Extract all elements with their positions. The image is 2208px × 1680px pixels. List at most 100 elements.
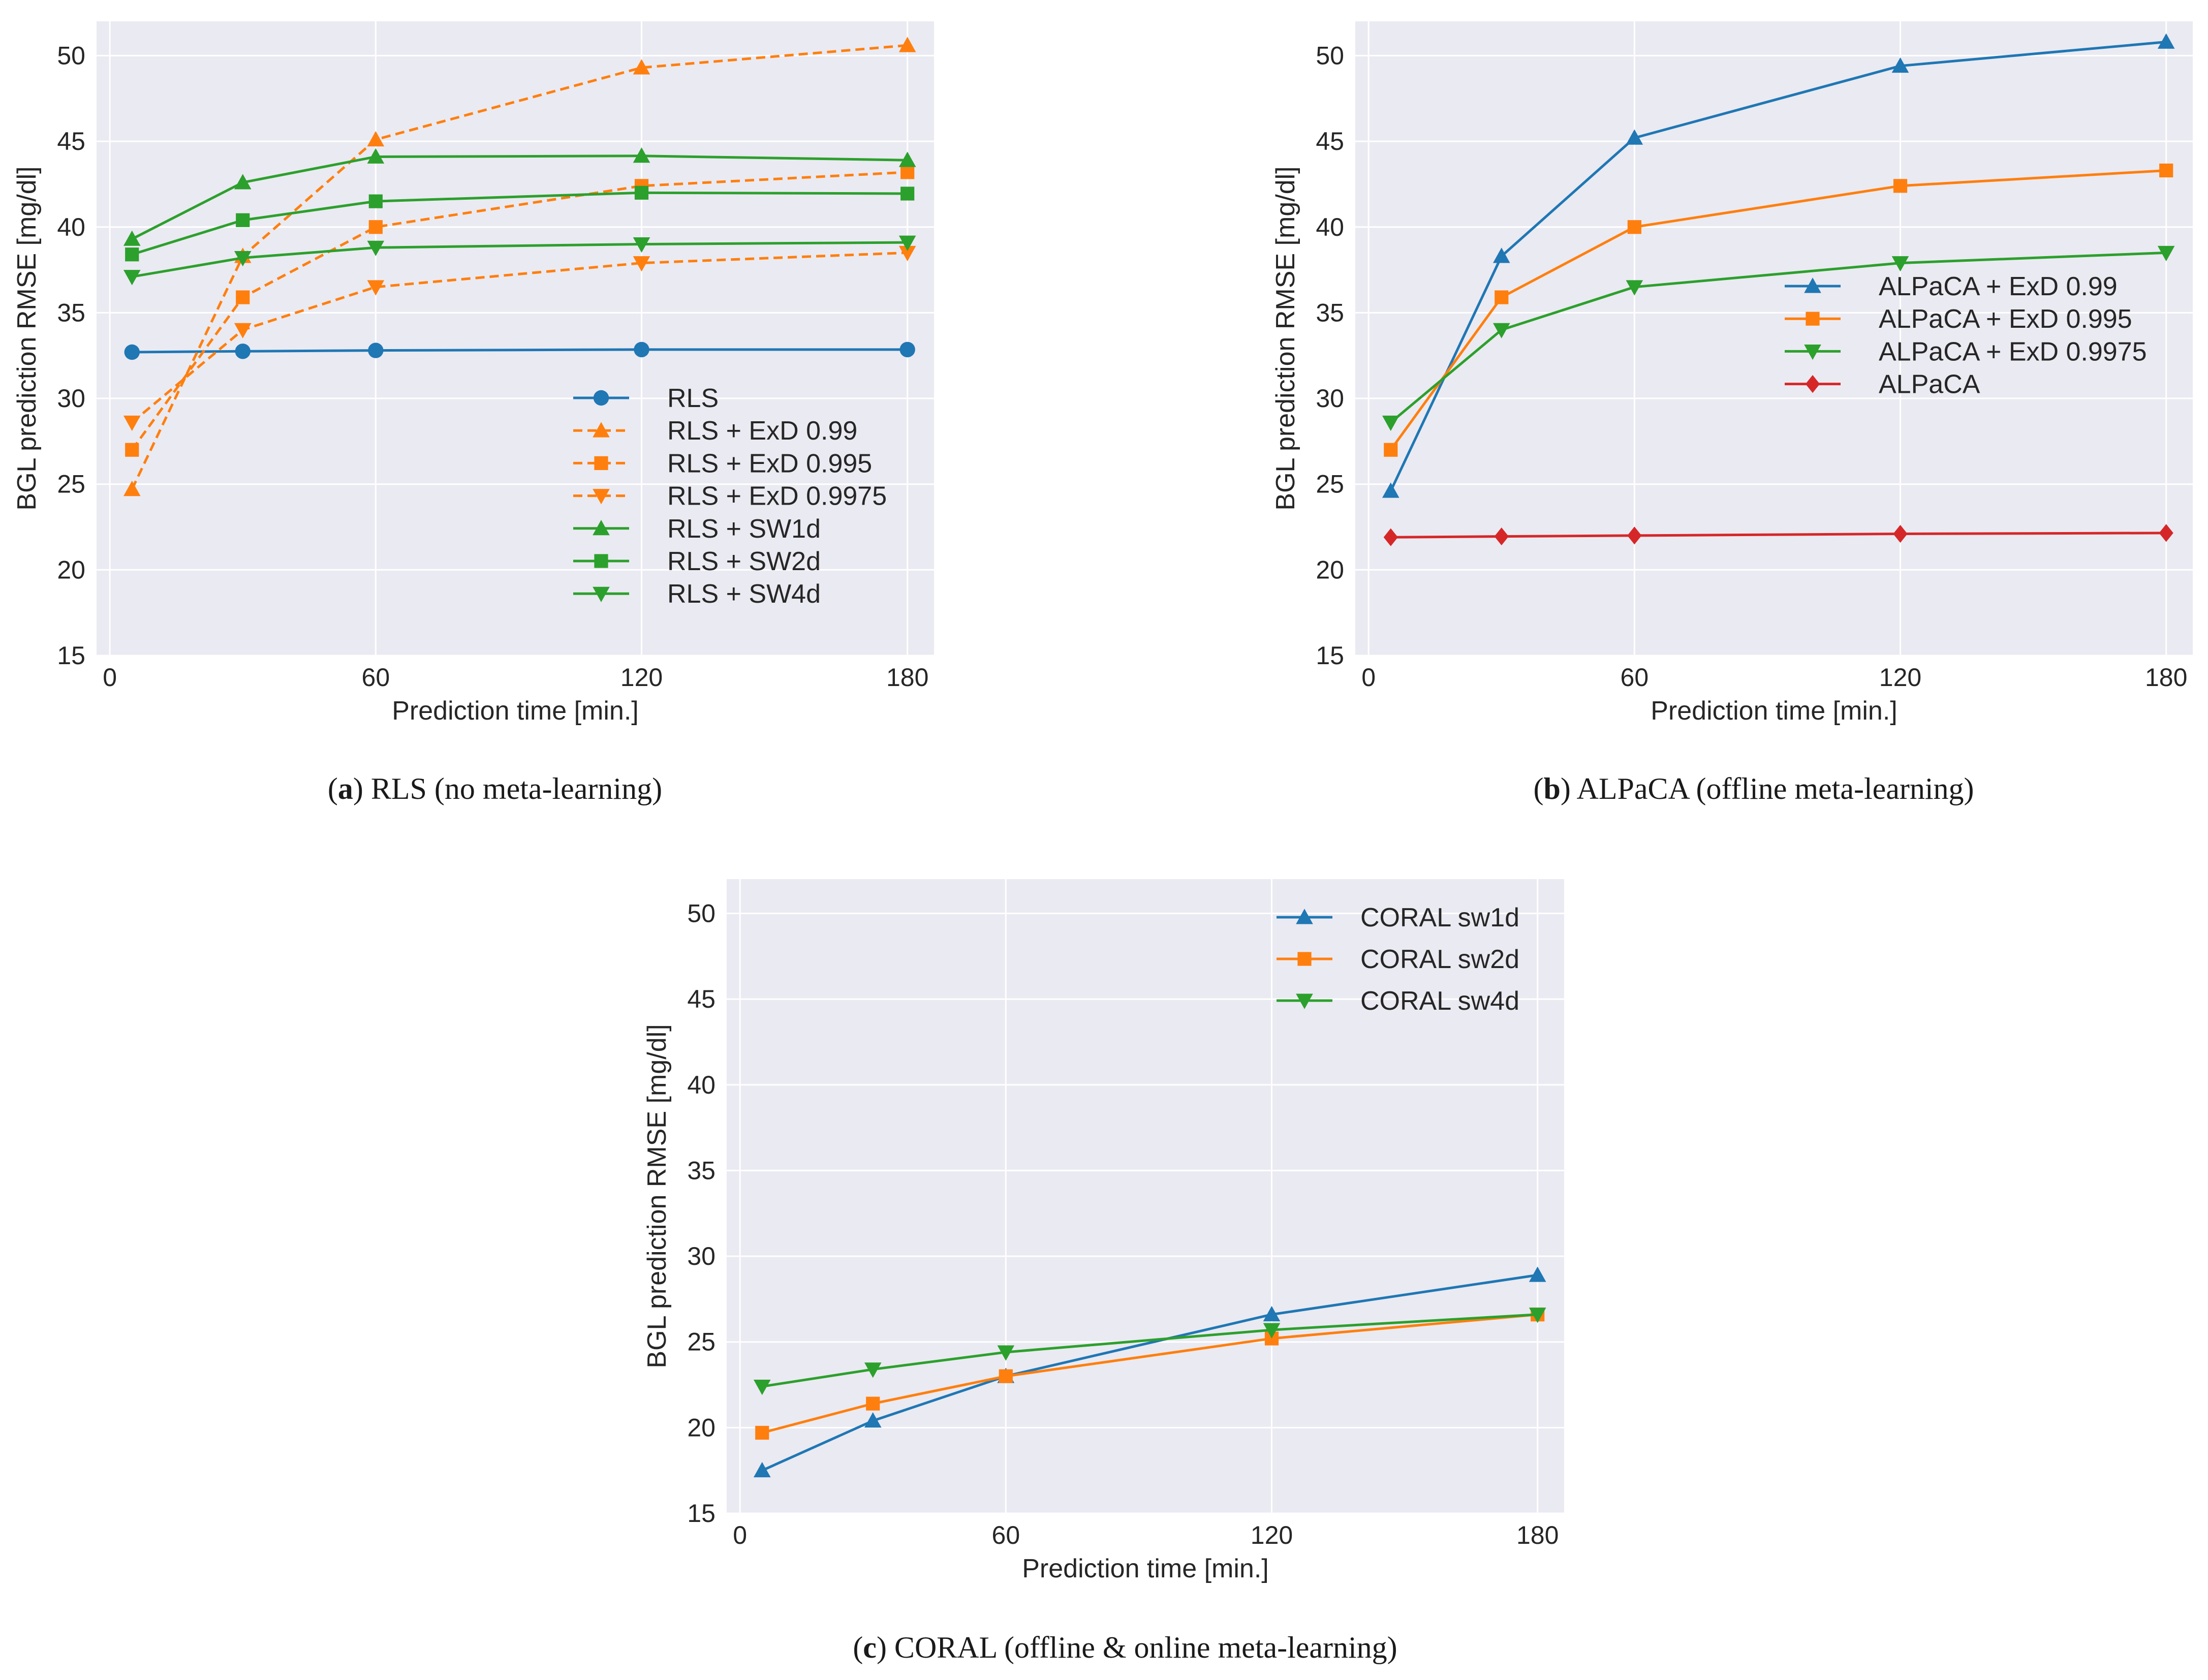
x-tick-label: 180: [886, 663, 928, 692]
y-tick-label: 45: [1316, 127, 1344, 155]
data-point: [633, 237, 650, 253]
data-point: [1893, 179, 1908, 193]
caption-text: ALPaCA (offline meta-learning): [1577, 772, 1974, 805]
data-point: [898, 151, 916, 167]
chart-c: 15 20 25 30 35 40 45 50 0 60 120 180 Prediction time…: [642, 879, 1564, 1664]
legend-marker: [593, 390, 609, 406]
y-tick-label: 50: [1316, 41, 1344, 70]
y-tick-label: 30: [1316, 384, 1344, 413]
x-axis-label: Prediction time [min.]: [392, 696, 639, 726]
data-point: [1627, 526, 1642, 545]
data-point: [123, 270, 141, 286]
data-point: [898, 37, 916, 52]
y-tick-label: 35: [57, 298, 85, 327]
x-tick-label: 60: [1621, 663, 1649, 692]
data-point: [634, 185, 649, 200]
data-point: [368, 343, 384, 358]
data-point: [1495, 290, 1509, 304]
chart-b: 15 20 25 30 35 40 45 50 0 60 120 180 Prediction time…: [1271, 21, 2193, 805]
data-point: [367, 240, 385, 257]
plot-area: [727, 879, 1564, 1513]
data-point: [1263, 1305, 1281, 1322]
data-point: [900, 165, 915, 179]
y-tick-label: 15: [687, 1499, 716, 1528]
data-point: [235, 344, 251, 359]
data-point: [1529, 1308, 1546, 1323]
caption-letter: a: [338, 772, 353, 805]
legend-marker: [594, 554, 608, 568]
data-point: [2159, 524, 2173, 542]
data-point: [1891, 57, 1909, 73]
caption-letter: b: [1543, 772, 1560, 805]
legend-label: RLS + SW1d: [667, 514, 821, 544]
y-tick-label: 35: [1316, 298, 1344, 327]
x-tick-label: 60: [992, 1521, 1020, 1549]
legend-label: ALPaCA: [1879, 370, 1980, 399]
data-point: [1492, 323, 1510, 338]
data-point: [866, 1396, 880, 1411]
legend-marker: [1804, 344, 1821, 360]
legend-label: ALPaCA + ExD 0.995: [1879, 304, 2132, 334]
data-point: [367, 280, 385, 296]
data-point: [234, 251, 252, 267]
data-point: [234, 174, 252, 190]
data-point: [1891, 256, 1909, 272]
data-point: [368, 220, 383, 234]
data-point: [236, 213, 250, 227]
data-point: [2159, 163, 2173, 178]
legend-label: RLS + SW4d: [667, 579, 821, 609]
data-point: [2157, 245, 2175, 262]
data-point: [864, 1412, 882, 1428]
data-point: [1893, 524, 1908, 543]
legend-label: RLS + ExD 0.995: [667, 449, 872, 478]
data-point: [1626, 280, 1643, 296]
data-point: [124, 344, 140, 360]
data-point: [1382, 415, 1400, 431]
x-tick-label: 120: [1251, 1521, 1293, 1549]
y-tick-label: 30: [687, 1242, 716, 1270]
data-point: [236, 290, 250, 304]
data-point: [864, 1362, 882, 1378]
data-point: [1382, 482, 1400, 498]
legend-marker: [593, 520, 610, 536]
x-axis-label: Prediction time [min.]: [1022, 1554, 1269, 1583]
x-tick-label: 120: [620, 663, 663, 692]
data-point: [753, 1379, 771, 1395]
legend-label: RLS + ExD 0.9975: [667, 482, 887, 511]
data-point: [898, 235, 916, 251]
caption: (c) CORAL (offline & online meta-learnin…: [853, 1631, 1397, 1664]
y-axis-label: BGL prediction RMSE [mg/dl]: [1271, 166, 1300, 510]
y-tick-label: 15: [1316, 641, 1344, 670]
legend-marker: [1806, 312, 1820, 326]
legend-label: CORAL sw2d: [1360, 945, 1519, 974]
y-axis-label: BGL prediction RMSE [mg/dl]: [12, 166, 42, 510]
legend-marker: [593, 489, 610, 505]
legend-label: RLS: [667, 384, 719, 413]
legend-marker: [1804, 277, 1821, 293]
legend-marker: [1805, 375, 1820, 393]
caption-letter: c: [863, 1631, 877, 1664]
legend-marker: [593, 586, 610, 602]
data-point: [900, 186, 915, 201]
y-tick-label: 30: [57, 384, 85, 413]
y-tick-label: 50: [57, 41, 85, 70]
data-point: [234, 323, 252, 338]
x-tick-label: 0: [103, 663, 117, 692]
legend-marker: [593, 422, 610, 438]
legend-label: ALPaCA + ExD 0.99: [1879, 272, 2118, 301]
x-tick-label: 180: [1516, 1521, 1559, 1549]
plot-area: [1355, 21, 2193, 656]
x-tick-label: 0: [1361, 663, 1376, 692]
x-tick-label: 60: [362, 663, 390, 692]
legend-label: RLS + ExD 0.99: [667, 416, 857, 446]
data-point: [125, 247, 139, 262]
data-point: [997, 1345, 1015, 1361]
data-point: [1494, 527, 1509, 546]
legend-marker: [594, 456, 608, 470]
y-tick-label: 20: [57, 555, 85, 584]
legend-label: CORAL sw4d: [1360, 986, 1519, 1016]
x-tick-label: 180: [2145, 663, 2187, 692]
y-tick-label: 40: [57, 213, 85, 241]
caption: (a) RLS (no meta-learning): [328, 772, 662, 805]
y-tick-label: 35: [687, 1156, 716, 1185]
